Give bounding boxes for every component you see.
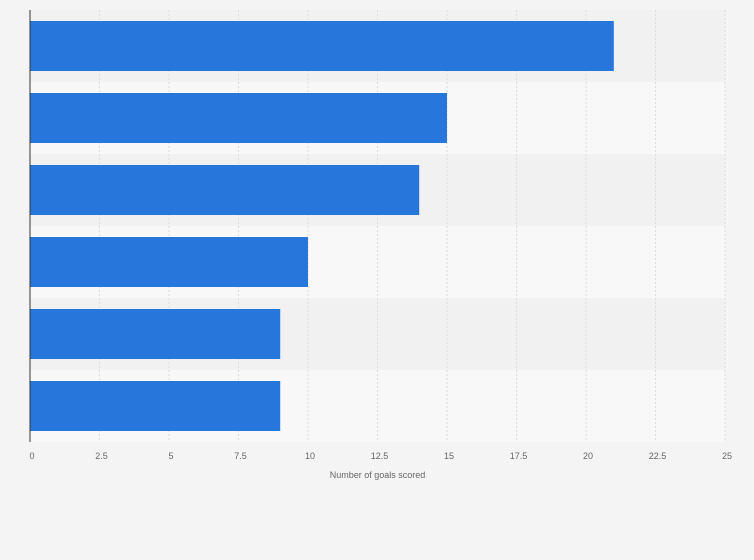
- x-tick-label: 17.5: [510, 451, 528, 461]
- x-tick-label: 22.5: [649, 451, 667, 461]
- bar[interactable]: [30, 309, 281, 359]
- x-axis-ticks: 0 2.5 5 7.5 10 12.5 15 17.5 20 22.5 25: [29, 451, 732, 461]
- x-tick-label: 25: [722, 451, 732, 461]
- x-tick-label: 2.5: [95, 451, 108, 461]
- bar[interactable]: [30, 381, 281, 431]
- x-tick-label: 10: [305, 451, 315, 461]
- x-tick-label: 20: [583, 451, 593, 461]
- x-tick-label: 0: [29, 451, 34, 461]
- gridlines: [99, 10, 726, 442]
- x-tick-label: 7.5: [234, 451, 247, 461]
- bar[interactable]: [30, 21, 614, 71]
- bar[interactable]: [30, 237, 308, 287]
- x-tick-label: 12.5: [371, 451, 389, 461]
- x-tick-label: 5: [168, 451, 173, 461]
- bar[interactable]: [30, 93, 447, 143]
- bars: [30, 21, 614, 431]
- x-tick-label: 15: [444, 451, 454, 461]
- bar[interactable]: [30, 165, 420, 215]
- x-axis-title: Number of goals scored: [330, 470, 426, 480]
